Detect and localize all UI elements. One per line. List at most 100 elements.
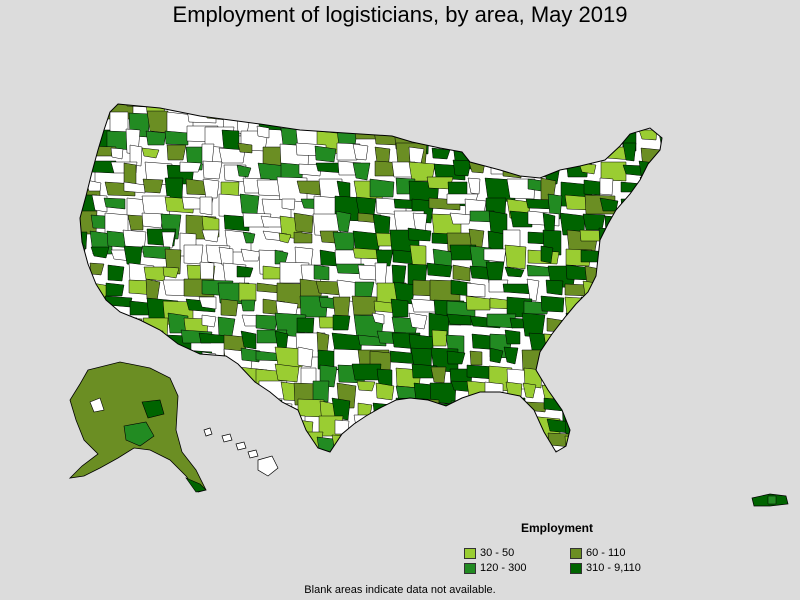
map-area: [528, 332, 559, 352]
map-area: [293, 231, 313, 244]
map-area: [315, 454, 341, 478]
map-area: [599, 177, 614, 196]
map-area: [639, 262, 662, 287]
map-area: [255, 314, 279, 331]
map-area: [620, 263, 646, 284]
alaska-area-fairbanks: [141, 399, 165, 419]
map-area: [581, 346, 601, 358]
map-area: [80, 347, 87, 371]
map-area: [636, 104, 662, 115]
map-area: [296, 104, 322, 109]
map-area: [390, 298, 409, 318]
map-area: [504, 244, 527, 270]
map-area: [640, 453, 671, 477]
legend-label: 30 - 50: [480, 547, 515, 559]
contiguous-us-outline: [79, 103, 663, 453]
map-area: [331, 434, 356, 449]
map-area: [484, 381, 504, 405]
map-area: [242, 231, 256, 244]
map-area: [203, 104, 224, 108]
map-area: [489, 104, 517, 106]
map-area: [388, 419, 409, 431]
map-area: [655, 418, 662, 437]
map-area: [179, 161, 202, 173]
map-area: [562, 104, 592, 110]
legend-swatch: [570, 562, 582, 574]
map-area: [257, 435, 290, 452]
map-area: [236, 265, 254, 278]
map-area: [110, 147, 124, 160]
map-area: [391, 264, 407, 284]
map-area: [103, 197, 126, 210]
map-area: [110, 348, 132, 360]
map-area: [601, 93, 629, 103]
map-area: [655, 104, 662, 106]
map-area: [639, 249, 655, 271]
map-area: [621, 365, 638, 381]
map-area: [582, 144, 596, 164]
map-area: [484, 436, 498, 452]
map-area: [352, 143, 369, 161]
map-area: [469, 350, 483, 366]
map-area: [432, 104, 455, 115]
map-area: [657, 125, 662, 147]
map-area: [599, 332, 620, 356]
hawaii-area: [203, 427, 279, 477]
map-area: [220, 298, 239, 317]
map-area: [204, 451, 221, 452]
map-title: Employment of logisticians, by area, May…: [172, 2, 628, 27]
map-area: [601, 414, 623, 427]
map-area: [617, 432, 644, 449]
map-area: [522, 164, 548, 178]
map-area: [449, 130, 471, 143]
map-area: [354, 451, 368, 452]
map-area: [369, 178, 395, 198]
map-area: [543, 93, 555, 103]
map-area: [622, 299, 647, 317]
map-area: [467, 177, 481, 195]
map-area: [129, 144, 143, 167]
map-area: [280, 432, 311, 444]
map-area: [585, 433, 605, 452]
legend-title: Employment: [521, 521, 594, 535]
map-area: [582, 213, 606, 231]
map-area: [80, 108, 81, 121]
map-area: [469, 144, 495, 157]
map-area: [224, 414, 257, 438]
map-area: [80, 363, 84, 381]
map-area: [656, 228, 662, 250]
map-area: [335, 453, 357, 477]
map-area: [124, 346, 138, 366]
map-area: [655, 363, 662, 389]
map-area: [181, 368, 202, 395]
map-area: [543, 333, 572, 356]
map-area: [123, 245, 143, 267]
map-area: [239, 193, 260, 215]
map-area: [84, 108, 101, 129]
map-area: [638, 347, 654, 372]
map-area: [317, 104, 335, 107]
map-area: [354, 281, 375, 299]
map-area: [641, 431, 662, 446]
map-area: [258, 104, 276, 117]
map-area: [545, 347, 562, 361]
map-area: [487, 145, 514, 159]
map-area: [622, 399, 651, 423]
map-area: [657, 281, 662, 298]
map-area: [298, 163, 322, 177]
map-area: [90, 246, 110, 259]
map-area: [585, 104, 618, 116]
map-area: [564, 435, 597, 452]
map-area: [635, 229, 657, 253]
map-area: [561, 380, 592, 404]
map-area: [407, 432, 432, 452]
map-area: [80, 449, 88, 452]
map-area: [80, 245, 86, 272]
map-area: [146, 110, 169, 134]
map-area: [565, 312, 587, 334]
map-area: [619, 232, 652, 251]
map-area: [566, 454, 583, 475]
map-area: [319, 111, 343, 131]
map-area: [372, 402, 394, 414]
map-area: [490, 449, 515, 452]
